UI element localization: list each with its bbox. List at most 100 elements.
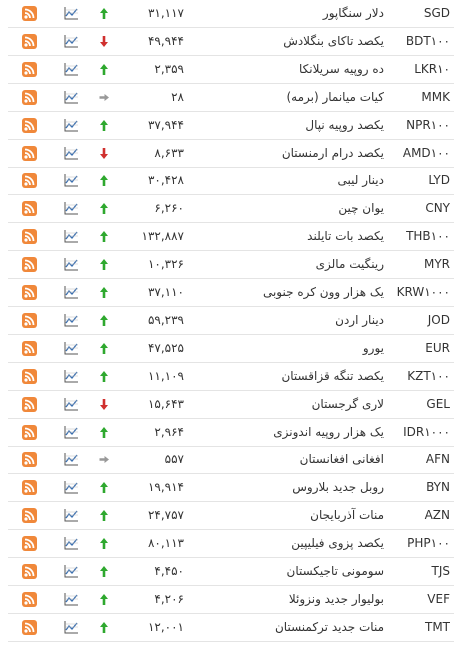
currency-name: یک هزار وون کره جنوبی — [262, 285, 384, 299]
chart-icon[interactable] — [64, 341, 79, 355]
rss-icon[interactable] — [22, 201, 37, 217]
currency-row: AMD۱۰۰ یکصد درام ارمنستان ۸,۶۳۳ — [8, 140, 454, 168]
rss-icon[interactable] — [22, 312, 37, 328]
chart-icon[interactable] — [64, 313, 79, 327]
currency-name: منات جدید ترکمنستان — [274, 619, 384, 634]
chart-icon[interactable] — [64, 592, 79, 606]
trend-arrow — [100, 203, 108, 215]
currency-name: یوان چین — [338, 201, 384, 216]
rss-icon[interactable] — [22, 424, 37, 440]
rate-value: ۵۵۷ — [164, 452, 184, 467]
currency-code: KRW۱۰۰۰ — [396, 285, 450, 299]
currency-code: IDR۱۰۰۰ — [403, 424, 450, 439]
chart-icon[interactable] — [64, 118, 79, 132]
rss-icon[interactable] — [22, 564, 37, 579]
trend-arrow — [100, 370, 108, 382]
rate-value: ۳۰,۴۲۸ — [147, 173, 184, 188]
chart-icon[interactable] — [64, 146, 79, 160]
currency-code: LKR۱۰ — [414, 61, 450, 76]
chart-icon[interactable] — [64, 34, 79, 48]
chart-icon[interactable] — [64, 201, 79, 215]
chart-icon[interactable] — [64, 425, 79, 439]
currency-row: THB۱۰۰ یکصد بات تایلند ۱۳۲,۸۸۷ — [8, 223, 454, 252]
rss-icon[interactable] — [22, 619, 37, 635]
chart-icon[interactable] — [64, 620, 79, 634]
currency-row: MYR رینگیت مالزی ۱۰,۳۲۶ — [8, 251, 454, 280]
currency-name: یکصد تاکای بنگلادش — [283, 33, 384, 48]
rss-icon[interactable] — [22, 396, 37, 412]
rss-icon[interactable] — [22, 89, 37, 105]
chart-icon[interactable] — [64, 257, 79, 271]
chart-icon[interactable] — [64, 6, 79, 20]
currency-code: GEL — [426, 396, 450, 411]
chart-icon[interactable] — [64, 62, 79, 76]
chart-icon[interactable] — [64, 369, 79, 383]
trend-arrow — [100, 621, 108, 633]
chart-icon[interactable] — [64, 452, 79, 466]
currency-code: MMK — [421, 89, 450, 104]
currency-code: PHP۱۰۰ — [407, 536, 450, 551]
rss-icon[interactable] — [22, 117, 37, 133]
rate-value: ۶,۲۶۰ — [154, 201, 184, 216]
rss-icon[interactable] — [22, 340, 37, 356]
rate-value: ۱۱,۱۰۹ — [147, 368, 184, 383]
currency-name: دینار اردن — [335, 312, 384, 327]
rss-icon[interactable] — [22, 508, 37, 524]
currency-name: منات آذربایجان — [310, 508, 384, 523]
trend-arrow — [100, 510, 108, 522]
currency-name: یک هزار روپیه اندونزی — [273, 424, 384, 439]
currency-name: یکصد پزوی فیلیپین — [291, 536, 384, 551]
currency-row: VEF بولیوار جدید ونزوئلا ۴,۲۰۶ — [8, 586, 454, 614]
rate-value: ۴۹,۹۴۴ — [147, 33, 184, 48]
currency-name: یکصد بات تایلند — [307, 229, 384, 244]
currency-code: AFN — [425, 452, 450, 467]
rss-icon[interactable] — [22, 145, 37, 161]
rss-icon[interactable] — [22, 285, 37, 300]
currency-name: یورو — [362, 340, 384, 355]
rss-icon[interactable] — [22, 536, 37, 552]
trend-arrow — [100, 259, 108, 271]
rate-value: ۳۱,۱۱۷ — [147, 6, 184, 20]
chart-icon[interactable] — [64, 397, 79, 411]
currency-name: یکصد روپیه نپال — [305, 117, 384, 132]
rss-icon[interactable] — [22, 591, 37, 607]
rate-value: ۲,۹۶۴ — [154, 424, 184, 439]
currency-code: VEF — [427, 591, 450, 606]
rate-value: ۲۴,۷۵۷ — [147, 508, 184, 523]
rate-value: ۸,۶۳۳ — [154, 145, 184, 160]
currency-code: EUR — [425, 340, 450, 355]
rss-icon[interactable] — [22, 229, 37, 245]
chart-icon[interactable] — [64, 480, 79, 494]
chart-icon[interactable] — [64, 564, 79, 578]
rss-icon[interactable] — [22, 480, 37, 496]
trend-arrow — [99, 456, 109, 464]
currency-name: دینار لیبی — [337, 173, 384, 188]
currency-name: افغانی افغانستان — [299, 452, 384, 467]
chart-icon[interactable] — [64, 508, 79, 522]
chart-icon[interactable] — [64, 90, 79, 104]
trend-arrow — [100, 482, 108, 494]
trend-arrow — [100, 342, 108, 354]
rss-icon[interactable] — [22, 257, 37, 273]
currency-code: BDT۱۰۰ — [405, 33, 450, 48]
rss-icon[interactable] — [22, 6, 37, 21]
rss-icon[interactable] — [22, 61, 37, 77]
rss-icon[interactable] — [22, 33, 37, 49]
currency-name: دلار سنگاپور — [322, 6, 384, 20]
chart-icon[interactable] — [64, 536, 79, 550]
rss-icon[interactable] — [22, 173, 37, 189]
rate-value: ۱۹,۹۱۴ — [147, 480, 184, 495]
chart-icon[interactable] — [64, 173, 79, 187]
rate-value: ۲,۳۵۹ — [154, 61, 184, 76]
currency-row: BYN روبل جدید بلاروس ۱۹,۹۱۴ — [8, 474, 454, 503]
rss-icon[interactable] — [22, 368, 37, 384]
chart-icon[interactable] — [64, 229, 79, 243]
chart-icon[interactable] — [64, 285, 79, 299]
rss-icon[interactable] — [22, 452, 37, 468]
trend-arrow — [100, 175, 108, 187]
currency-row: BDT۱۰۰ یکصد تاکای بنگلادش ۴۹,۹۴۴ — [8, 28, 454, 56]
currency-code: JOD — [427, 312, 450, 327]
currency-code: TJS — [431, 564, 451, 578]
currency-code: NPR۱۰۰ — [406, 117, 450, 132]
